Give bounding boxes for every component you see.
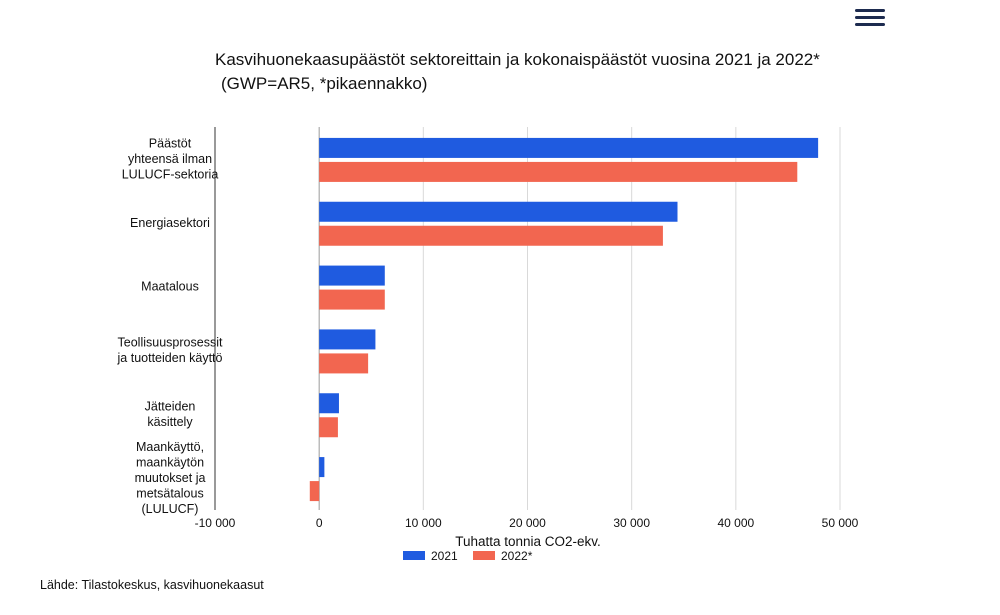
chart-title: Kasvihuonekaasupäästöt sektoreittain ja … [215, 48, 915, 96]
bar-2021-0 [319, 137, 819, 158]
x-tick-label: 40 000 [717, 516, 754, 530]
category-label: Jätteiden käsittely [145, 400, 196, 430]
category-label: Päästöt yhteensä ilman LULUCF-sektoria [122, 136, 219, 181]
category-label: Maankäyttö, maankäytön muutokset ja metsäta… [135, 440, 206, 516]
chart-title-line1: Kasvihuonekaasupäästöt sektoreittain ja … [215, 50, 820, 69]
x-axis-label: Tuhatta tonnia CO2-ekv. [455, 534, 601, 549]
x-tick-label: 10 000 [405, 516, 442, 530]
bar-2021-3 [319, 329, 376, 350]
bar-2021-1 [319, 201, 678, 222]
bar-2022-5 [309, 481, 320, 502]
source-note: Lähde: Tilastokeskus, kasvihuonekaasut [40, 578, 264, 592]
bar-2021-5 [319, 457, 325, 478]
x-tick-label: -10 000 [195, 516, 236, 530]
x-tick-label: 50 000 [822, 516, 859, 530]
x-tick-label: 20 000 [509, 516, 546, 530]
bar-2021-4 [319, 393, 339, 414]
x-tick-label: 30 000 [613, 516, 650, 530]
bar-2022-1 [319, 225, 663, 246]
bar-2021-2 [319, 265, 385, 286]
bar-2022-3 [319, 353, 369, 374]
bar-2022-4 [319, 417, 338, 438]
legend-label: 2021 [431, 549, 458, 563]
menu-button[interactable] [855, 6, 885, 30]
bar-2022-2 [319, 289, 385, 310]
category-label: Energiasektori [130, 216, 210, 230]
category-label: Teollisuusprosessit ja tuotteiden käyttö [117, 336, 223, 366]
legend-swatch-2021 [403, 551, 425, 560]
hamburger-menu-icon [855, 9, 885, 26]
bar-2022-0 [319, 161, 798, 182]
category-label: Maatalous [141, 280, 199, 294]
x-tick-label: 0 [316, 516, 323, 530]
chart-title-line2: (GWP=AR5, *pikaennakko) [221, 74, 428, 93]
legend-label: 2022* [501, 549, 533, 563]
legend-swatch-2022 [473, 551, 495, 560]
